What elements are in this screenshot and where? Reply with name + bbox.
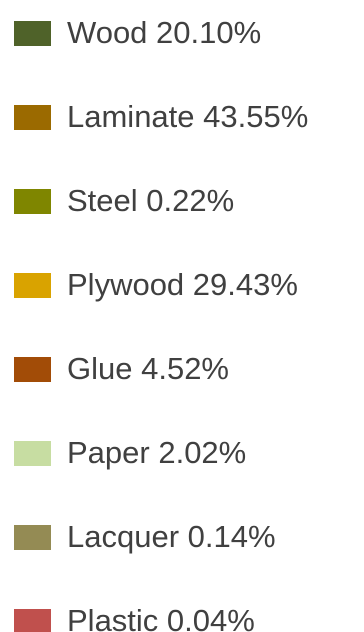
legend-swatch-laminate xyxy=(14,104,51,130)
legend-item-plastic: Plastic 0.04% xyxy=(14,601,255,632)
legend-swatch-plywood xyxy=(14,272,51,298)
legend-label-glue: Glue 4.52% xyxy=(67,351,229,386)
legend-label-wood: Wood 20.10% xyxy=(67,15,262,50)
legend-item-glue: Glue 4.52% xyxy=(14,349,229,389)
legend-item-paper: Paper 2.02% xyxy=(14,433,246,473)
legend-label-steel: Steel 0.22% xyxy=(67,183,235,218)
legend-label-lacquer: Lacquer 0.14% xyxy=(67,519,276,554)
legend-label-plastic: Plastic 0.04% xyxy=(67,603,255,632)
legend-item-wood: Wood 20.10% xyxy=(14,13,261,53)
legend-label-plywood: Plywood 29.43% xyxy=(67,267,298,302)
legend-item-lacquer: Lacquer 0.14% xyxy=(14,517,276,557)
legend-item-plywood: Plywood 29.43% xyxy=(14,265,298,305)
legend-label-laminate: Laminate 43.55% xyxy=(67,99,309,134)
legend-swatch-lacquer xyxy=(14,524,51,550)
legend-item-laminate: Laminate 43.55% xyxy=(14,97,308,137)
legend-swatch-wood xyxy=(14,20,51,46)
legend-swatch-paper xyxy=(14,440,51,466)
legend-swatch-plastic xyxy=(14,608,51,632)
legend-label-paper: Paper 2.02% xyxy=(67,435,247,470)
legend-swatch-glue xyxy=(14,356,51,382)
legend-item-steel: Steel 0.22% xyxy=(14,181,234,221)
legend-swatch-steel xyxy=(14,188,51,214)
